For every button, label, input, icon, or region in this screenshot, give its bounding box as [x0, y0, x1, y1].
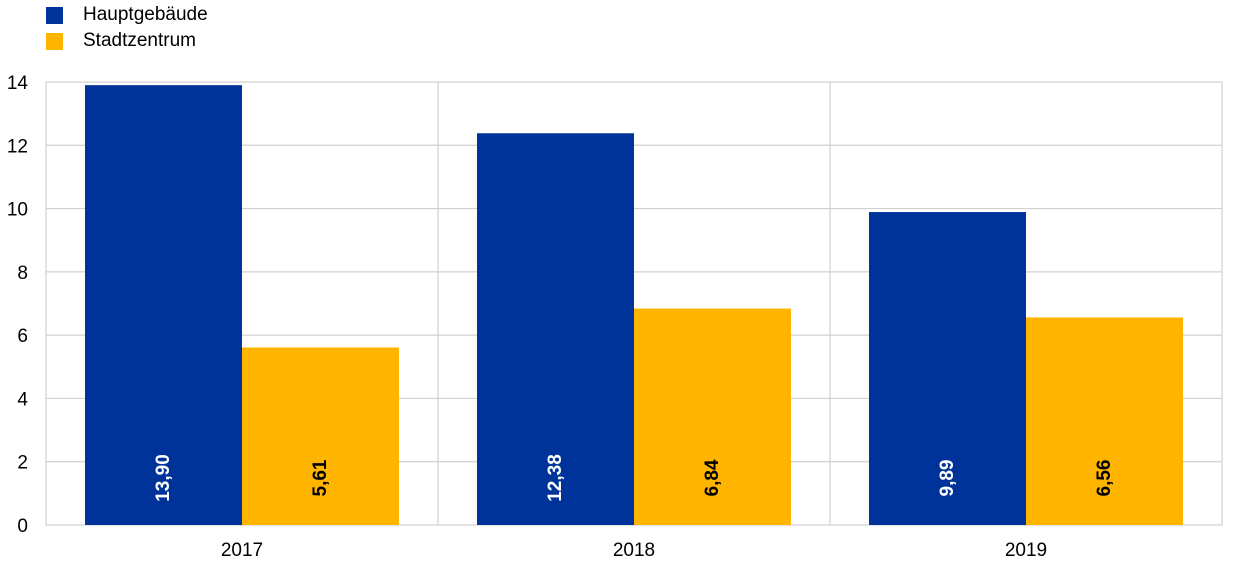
data-label: 12,38	[545, 454, 566, 502]
data-label: 9,89	[937, 460, 958, 497]
x-tick-label: 2019	[1005, 540, 1047, 561]
legend-label-hauptgebaeude: Hauptgebäude	[83, 4, 208, 25]
y-tick-label: 10	[7, 200, 28, 221]
legend-swatch-hauptgebaeude	[46, 6, 63, 24]
bar-hauptgebaeude-2019	[869, 212, 1026, 526]
bar-stadtzentrum-2018	[634, 308, 791, 525]
data-label: 5,61	[310, 459, 331, 496]
y-tick-label: 14	[7, 73, 29, 94]
data-label: 6,56	[1094, 460, 1115, 497]
bar-stadtzentrum-2019	[1026, 317, 1183, 525]
data-label: 13,90	[153, 454, 174, 502]
legend-item-stadtzentrum: Stadtzentrum	[46, 28, 208, 54]
legend-swatch-stadtzentrum	[46, 32, 63, 50]
legend-label-stadtzentrum: Stadtzentrum	[83, 30, 196, 51]
legend-item-hauptgebaeude: Hauptgebäude	[46, 2, 208, 28]
bar-stadtzentrum-2017	[242, 347, 399, 525]
y-tick-label: 12	[7, 136, 28, 157]
data-label: 6,84	[702, 459, 723, 496]
y-tick-label: 6	[17, 326, 28, 347]
y-tick-label: 4	[17, 389, 28, 410]
y-tick-label: 8	[17, 263, 28, 284]
bar-hauptgebaeude-2017	[85, 85, 242, 526]
bar-hauptgebaeude-2018	[477, 133, 634, 526]
legend: Hauptgebäude Stadtzentrum	[46, 2, 208, 54]
y-tick-label: 0	[17, 516, 28, 537]
x-tick-label: 2018	[613, 540, 655, 561]
y-tick-label: 2	[17, 453, 28, 474]
x-tick-label: 2017	[221, 540, 263, 561]
